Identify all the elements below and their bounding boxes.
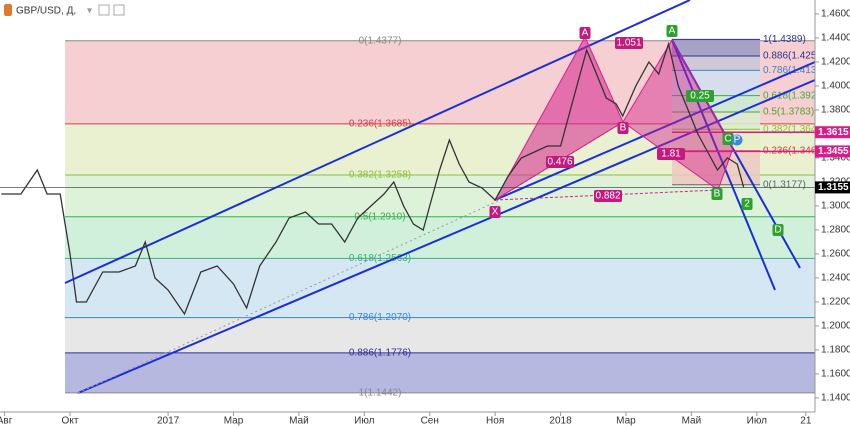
ratio-tag <box>615 37 643 49</box>
point-label: A <box>582 28 589 39</box>
fib-level-label: 0.886(1.425 <box>763 51 817 62</box>
point-label: B <box>620 123 627 134</box>
point-label: A <box>669 26 676 37</box>
fib-level-label: 0.618(1.392 <box>763 90 817 101</box>
pattern-marker <box>666 25 678 37</box>
pattern-marker <box>579 27 591 39</box>
point-label: B <box>714 189 721 200</box>
y-tick-label: 1.4400 <box>821 33 850 44</box>
y-tick-label: 1.4600 <box>821 9 850 20</box>
fib-level-label: 0.382(1.3258) <box>349 170 411 181</box>
x-tick-label: Ноя <box>486 416 504 427</box>
point-label: P <box>734 135 741 146</box>
fib-band <box>65 352 815 393</box>
pattern-marker <box>731 134 743 146</box>
fib-level-label: 0.786(1.413 <box>763 65 817 76</box>
price-line <box>1 41 745 316</box>
fib-band <box>65 317 815 353</box>
y-tick-label: 1.3800 <box>821 105 850 116</box>
ratio-label: 1.81 <box>661 149 681 160</box>
fib-level-label: 0.886(1.1776) <box>349 347 411 358</box>
price-label-bg <box>815 126 850 139</box>
x-tick-label: Мар <box>616 416 636 427</box>
ratio-label: 0.25 <box>690 91 710 102</box>
y-tick-label: 1.2400 <box>821 273 850 284</box>
pattern-marker <box>772 224 784 236</box>
ratio-tag <box>594 190 622 202</box>
fib-band <box>65 216 815 259</box>
fib-level-label: 0.618(1.2563) <box>349 253 411 264</box>
x-tick-label: 2017 <box>157 416 180 427</box>
point-label: D <box>774 225 781 236</box>
chart-title: GBP/USD, Д, <box>16 6 76 17</box>
x-tick-label: Июл <box>747 416 767 427</box>
y-tick-label: 1.4200 <box>821 57 850 68</box>
fib-band <box>672 56 760 71</box>
median-line <box>77 199 501 394</box>
x-tick-label: Май <box>289 416 309 427</box>
price-label: 1.3455 <box>818 146 849 157</box>
ratio-tag <box>546 156 574 168</box>
y-axis-area <box>815 0 850 428</box>
fib-level-label: 0.5(1.3783) <box>763 107 814 118</box>
y-tick-label: 1.2200 <box>821 297 850 308</box>
fib-level-label: 0.382(1.364 <box>763 124 817 135</box>
y-tick-label: 1.1800 <box>821 345 850 356</box>
price-label: 1.3155 <box>818 182 849 193</box>
pattern-marker <box>722 133 734 145</box>
x-tick-label: Июл <box>354 416 374 427</box>
y-tick-label: 1.3400 <box>821 153 850 164</box>
ratio-label: 0.476 <box>547 157 572 168</box>
trend-line <box>671 39 776 291</box>
y-tick-label: 1.3000 <box>821 201 850 212</box>
y-tick-label: 1.2000 <box>821 321 850 332</box>
settings-icon[interactable] <box>98 4 110 16</box>
pattern-marker <box>617 122 629 134</box>
y-tick-label: 1.2600 <box>821 249 850 260</box>
y-tick-label: 1.1400 <box>821 393 850 404</box>
x-tick-label: 2018 <box>549 416 572 427</box>
fib-level-label: 0(1.3177) <box>763 179 806 190</box>
fib-level-label: 0.236(1.3685) <box>349 118 411 129</box>
fib-level-label: 1(1.4389) <box>763 34 806 45</box>
pattern-bcd <box>622 39 734 191</box>
point-label: C <box>724 134 731 145</box>
x-tick-label: Авг <box>0 416 13 427</box>
ratio-label: 1.051 <box>616 38 641 49</box>
pattern-marker <box>711 188 723 200</box>
fib-level-label: 1(1.1442) <box>359 388 402 399</box>
y-tick-label: 1.1600 <box>821 369 850 380</box>
ratio-tag <box>686 90 714 102</box>
x-tick-label: Мар <box>224 416 244 427</box>
x-tick-label: Май <box>682 416 702 427</box>
fib-level-label: 0(1.4377) <box>359 35 402 46</box>
symbol-icon <box>4 4 12 16</box>
x-tick-label: Сен <box>421 416 439 427</box>
price-label-bg <box>815 145 850 158</box>
price-label: 1.3615 <box>818 127 849 138</box>
price-label-bg <box>815 181 850 194</box>
pattern-marker <box>741 198 753 210</box>
x-tick-label: 21 <box>800 416 812 427</box>
x-tick-label: Окт <box>62 416 79 427</box>
fib-level-label: 0.786(1.2070) <box>349 312 411 323</box>
y-tick-label: 1.2800 <box>821 225 850 236</box>
ratio-label: 0.882 <box>595 191 620 202</box>
point-label: X <box>492 207 499 218</box>
pattern-marker <box>489 206 501 218</box>
menu-icon[interactable]: ▾ <box>87 6 92 17</box>
fib-level-label: 0.5(1.2910) <box>354 211 405 222</box>
fib-band <box>672 39 760 57</box>
point-label: 2 <box>744 199 750 210</box>
y-tick-label: 1.4000 <box>821 81 850 92</box>
fib-band <box>65 258 815 318</box>
ratio-tag <box>657 148 685 160</box>
channel-line <box>494 61 816 201</box>
close-icon[interactable] <box>113 4 125 16</box>
